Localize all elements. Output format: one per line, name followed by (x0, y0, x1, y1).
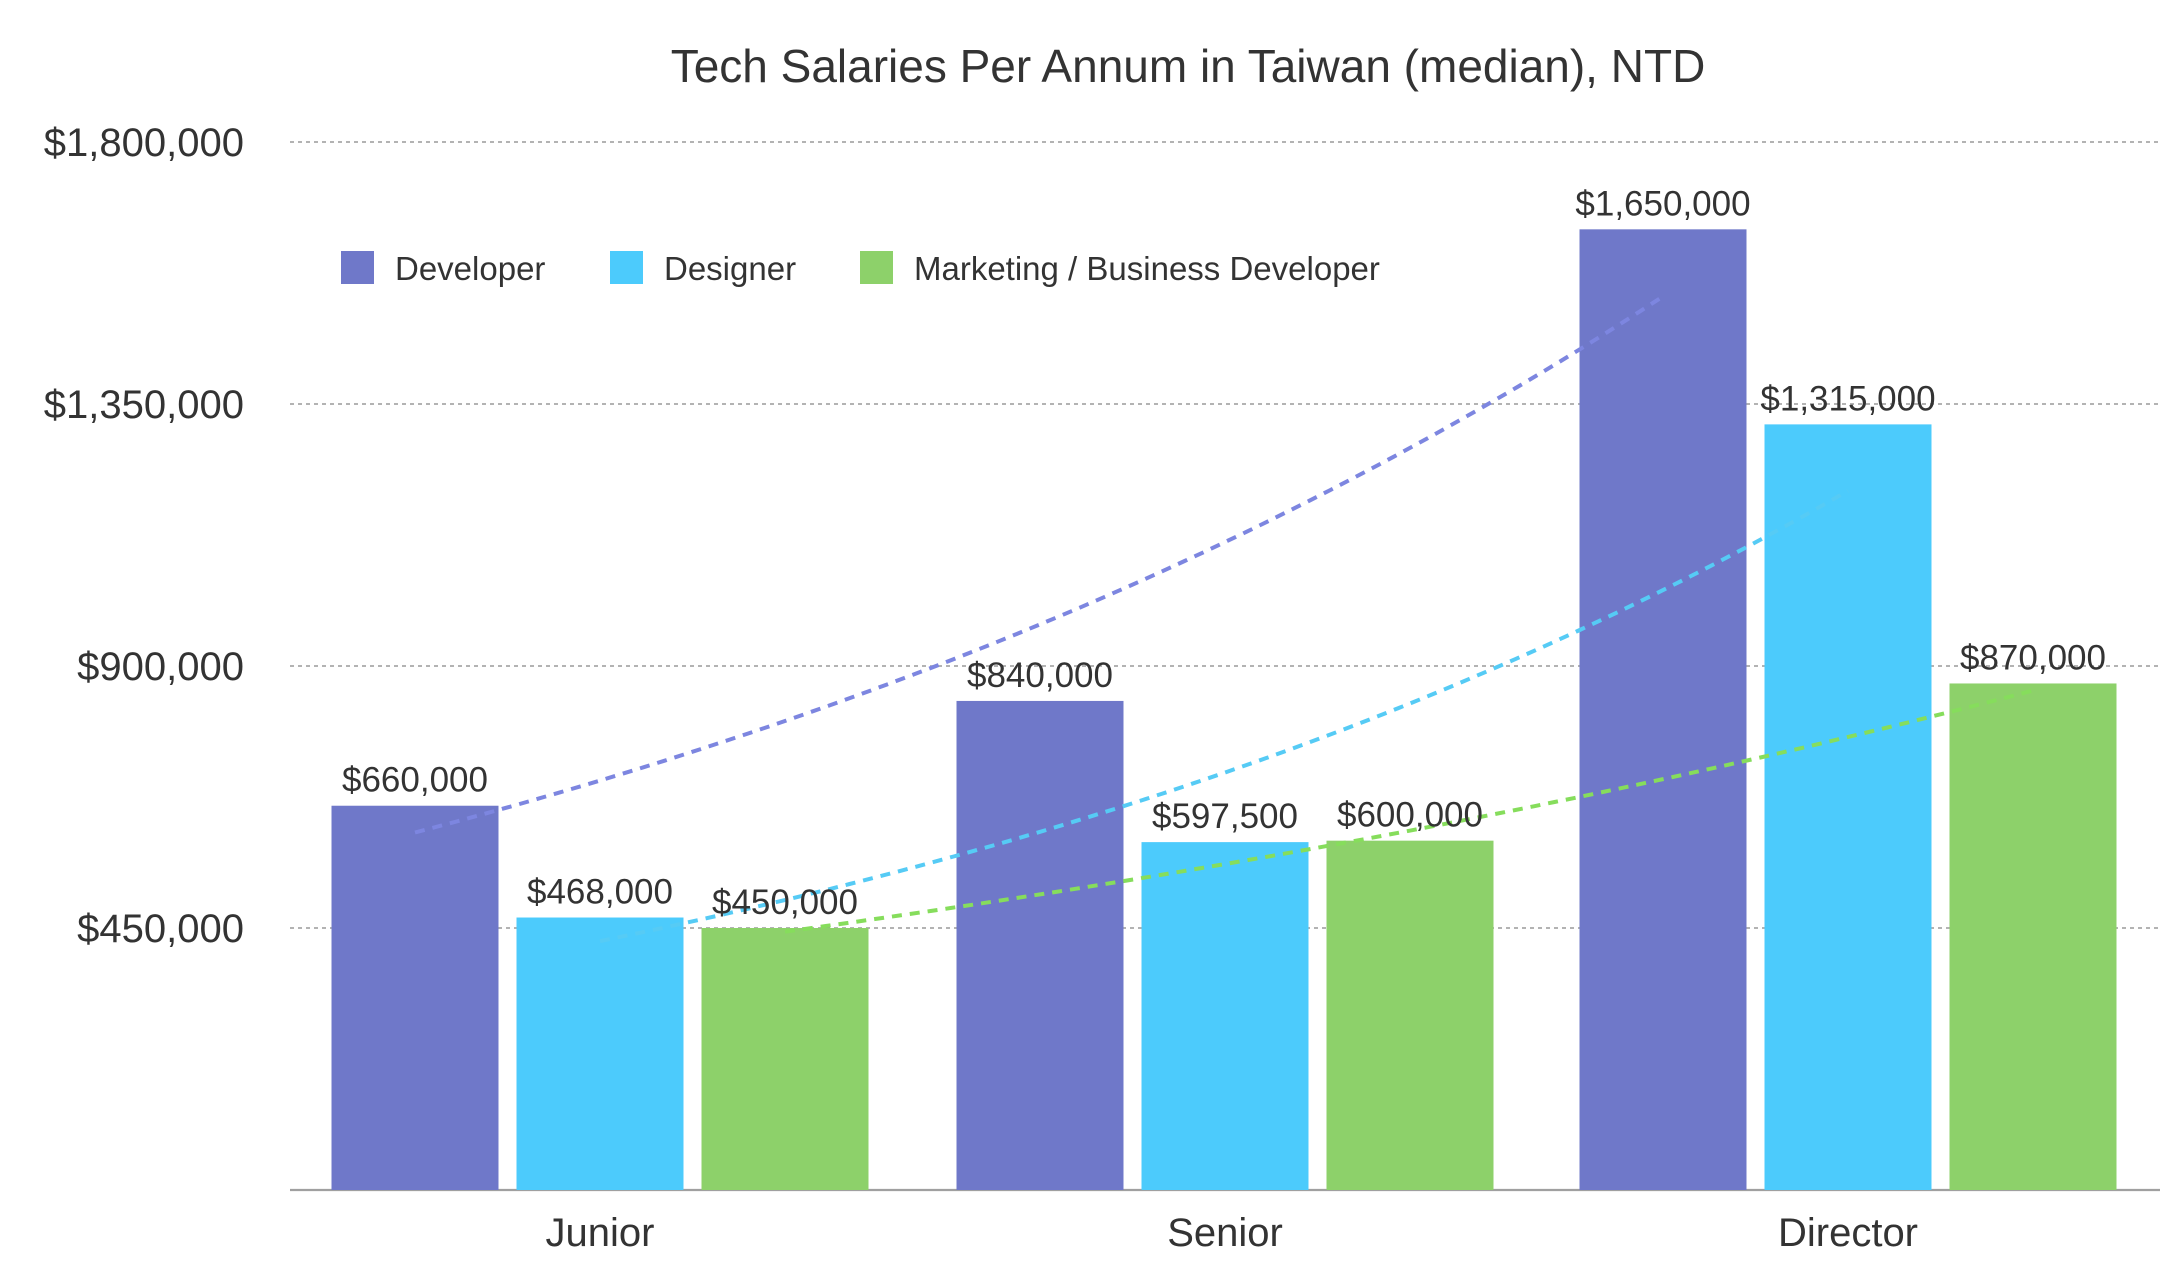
data-label: $870,000 (1960, 638, 2106, 677)
y-tick-label: $1,350,000 (44, 383, 244, 427)
bar (1764, 424, 1932, 1190)
trendlines-layer (414, 294, 2034, 944)
legend-swatch (860, 251, 893, 284)
legend-swatch (610, 251, 643, 284)
legend-label: Designer (664, 250, 796, 287)
bar (701, 928, 869, 1190)
bar (516, 917, 684, 1190)
y-tick-label: $900,000 (77, 645, 244, 689)
data-label: $450,000 (712, 883, 858, 922)
y-tick-label: $450,000 (77, 907, 244, 951)
data-label: $468,000 (527, 873, 673, 912)
trendline (784, 688, 2034, 934)
x-tick-label: Junior (546, 1211, 655, 1255)
x-tick-label: Senior (1167, 1211, 1283, 1255)
data-label: $600,000 (1337, 796, 1483, 835)
legend-swatch (341, 251, 374, 284)
data-label: $1,650,000 (1575, 184, 1750, 223)
bars-layer (331, 229, 2117, 1191)
bar (1141, 842, 1309, 1190)
bar (956, 700, 1124, 1190)
data-labels-layer: $660,000 $840,000 $1,650,000 $468,000 $597,5… (342, 184, 2106, 922)
legend-label: Developer (395, 250, 545, 287)
data-label: $597,500 (1152, 797, 1298, 836)
data-label: $660,000 (342, 761, 488, 800)
y-tick-label: $1,800,000 (44, 121, 244, 165)
trendline (414, 294, 1665, 835)
data-label: $840,000 (967, 656, 1113, 695)
chart-title: Tech Salaries Per Annum in Taiwan (media… (671, 40, 1706, 92)
bar (1326, 840, 1494, 1190)
legend: Developer Designer Marketing / Business De… (341, 250, 1380, 287)
data-label: $1,315,000 (1760, 379, 1935, 418)
x-axis-ticks: Junior Senior Director (546, 1211, 1918, 1255)
bar (331, 805, 499, 1190)
legend-label: Marketing / Business Developer (914, 250, 1380, 287)
y-axis-ticks: $450,000 $900,000 $1,350,000 $1,800,000 (44, 121, 244, 951)
x-tick-label: Director (1778, 1211, 1918, 1255)
bar (1949, 683, 2117, 1190)
bar (1579, 229, 1747, 1191)
